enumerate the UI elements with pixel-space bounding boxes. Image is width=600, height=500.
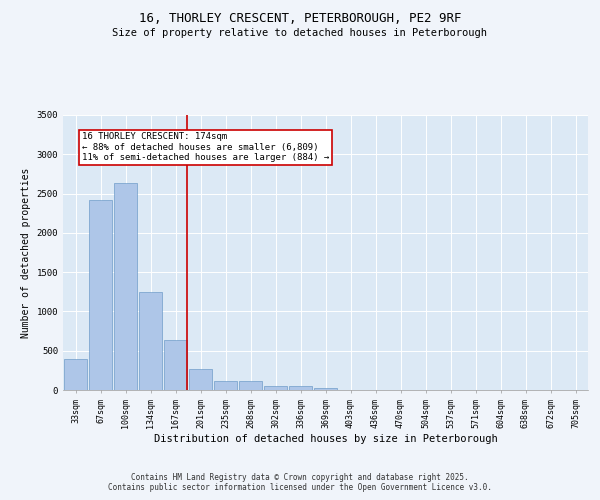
X-axis label: Distribution of detached houses by size in Peterborough: Distribution of detached houses by size … <box>154 434 497 444</box>
Bar <box>164 340 187 390</box>
Text: 16, THORLEY CRESCENT, PETERBOROUGH, PE2 9RF: 16, THORLEY CRESCENT, PETERBOROUGH, PE2 … <box>139 12 461 26</box>
Bar <box>289 386 312 390</box>
Bar <box>139 292 162 390</box>
Bar <box>64 358 87 390</box>
Bar <box>114 184 137 390</box>
Bar <box>214 382 237 390</box>
Bar <box>264 386 287 390</box>
Bar <box>89 200 112 390</box>
Bar <box>239 382 262 390</box>
Text: Contains HM Land Registry data © Crown copyright and database right 2025.
Contai: Contains HM Land Registry data © Crown c… <box>108 473 492 492</box>
Y-axis label: Number of detached properties: Number of detached properties <box>21 168 31 338</box>
Text: 16 THORLEY CRESCENT: 174sqm
← 88% of detached houses are smaller (6,809)
11% of : 16 THORLEY CRESCENT: 174sqm ← 88% of det… <box>82 132 329 162</box>
Text: Size of property relative to detached houses in Peterborough: Size of property relative to detached ho… <box>113 28 487 38</box>
Bar <box>314 388 337 390</box>
Bar <box>189 369 212 390</box>
